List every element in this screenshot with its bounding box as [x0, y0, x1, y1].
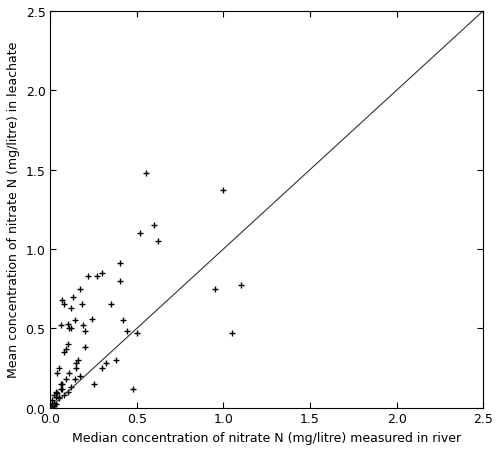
Y-axis label: Mean concentration of nitrate N (mg/litre) in leachate: Mean concentration of nitrate N (mg/litr…: [7, 42, 20, 377]
X-axis label: Median concentration of nitrate N (mg/litre) measured in river: Median concentration of nitrate N (mg/li…: [72, 431, 462, 444]
